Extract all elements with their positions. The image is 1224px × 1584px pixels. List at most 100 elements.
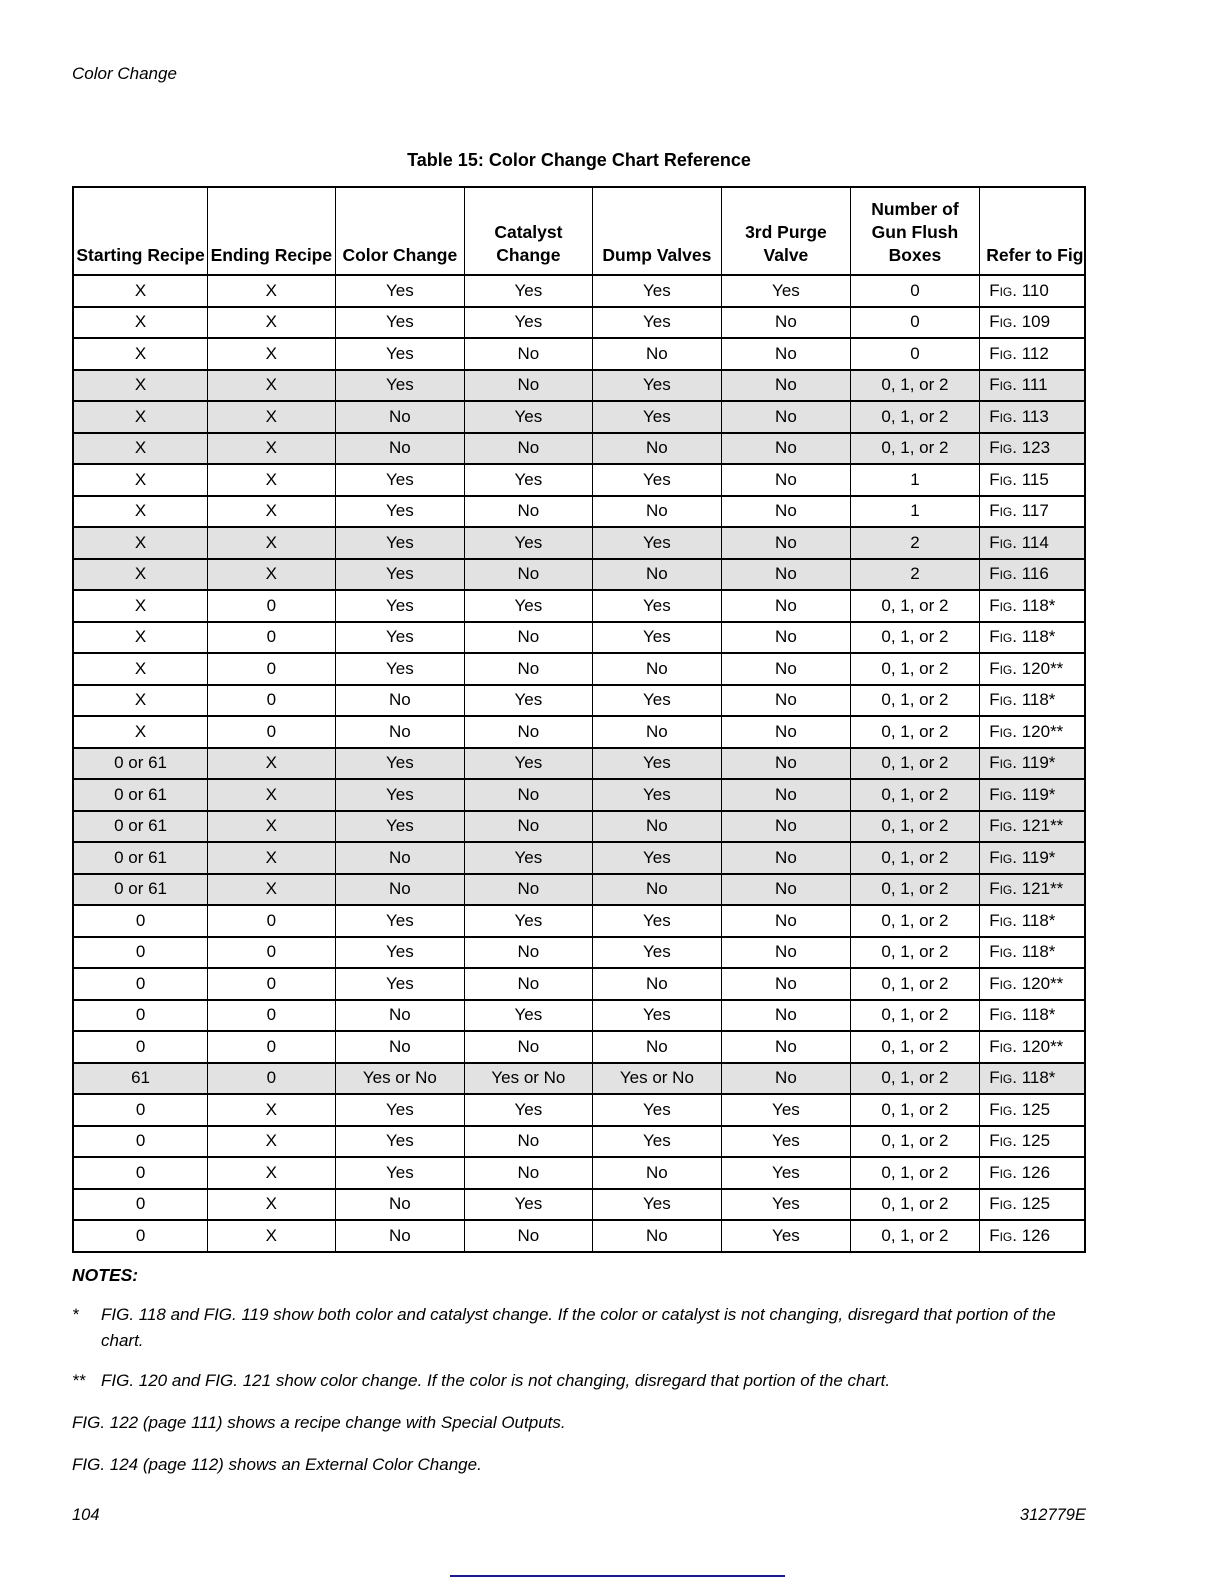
table-cell: 0, 1, or 2 (849, 967, 981, 1001)
table-cell: 0 (849, 337, 981, 371)
table-cell: Yes (334, 305, 466, 339)
table-row: 0 X Yes No Yes Yes 0, 1, or 2 Fig. 125 (72, 1124, 1086, 1158)
table-cell: X (207, 557, 336, 591)
table-cell: Yes (334, 557, 466, 591)
table-cell: Yes (464, 589, 593, 623)
table-cell: 0, 1, or 2 (849, 841, 981, 875)
table-cell: Yes (591, 998, 723, 1032)
table-cell: 0 (72, 1093, 209, 1127)
table-cell: No (721, 967, 851, 1001)
table-cell: 61 (72, 1061, 209, 1095)
page-number: 104 (72, 1506, 100, 1524)
table-cell: 0, 1, or 2 (849, 998, 981, 1032)
table-cell: No (464, 652, 593, 686)
table-cell: X (207, 1219, 336, 1253)
table-cell: 0 (207, 1061, 336, 1095)
table-cell: No (721, 809, 851, 843)
table-cell: No (721, 998, 851, 1032)
table-cell: Yes (334, 1156, 466, 1190)
table-cell: No (591, 337, 723, 371)
fig-reference-cell: Fig. 115 (979, 463, 1086, 497)
table-cell: 0 (207, 652, 336, 686)
table-cell: No (591, 967, 723, 1001)
table-cell: X (72, 526, 209, 560)
table-cell: 0, 1, or 2 (849, 1156, 981, 1190)
footnote-marker: ** (72, 1371, 86, 1390)
table-cell: X (72, 431, 209, 465)
table-cell: 0 (72, 904, 209, 938)
column-header-refer-to-fig: Refer to Fig. (979, 186, 1086, 276)
table-row: 61 0 Yes or No Yes or No Yes or No No 0, 1, or… (72, 1061, 1086, 1095)
table-cell: Yes (334, 589, 466, 623)
table-cell: Yes (334, 337, 466, 371)
table-cell: Yes (334, 1093, 466, 1127)
table-cell: No (334, 715, 466, 749)
fig-reference-cell: Fig. 125 (979, 1093, 1086, 1127)
table-cell: Yes (591, 305, 723, 339)
fig-reference-cell: Fig. 119* (979, 841, 1086, 875)
table-cell: Yes or No (591, 1061, 723, 1095)
column-header-dump-valves: Dump Valves (591, 186, 723, 276)
table-cell: Yes (721, 1187, 851, 1221)
table-cell: Yes (591, 400, 723, 434)
table-cell: No (334, 1030, 466, 1064)
table-row: X 0 No Yes Yes No 0, 1, or 2 Fig. 118* (72, 683, 1086, 717)
fig-reference-cell: Fig. 120** (979, 1030, 1086, 1064)
table-cell: Yes (591, 368, 723, 402)
table-cell: Yes (721, 274, 851, 308)
fig-reference-cell: Fig. 119* (979, 778, 1086, 812)
fig-reference-cell: Fig. 112 (979, 337, 1086, 371)
table-cell: Yes (334, 368, 466, 402)
table-cell: Yes (334, 463, 466, 497)
fig-reference-cell: Fig. 118* (979, 904, 1086, 938)
table-row: 0 X No No No Yes 0, 1, or 2 Fig. 126 (72, 1219, 1086, 1253)
table-cell: No (721, 872, 851, 906)
table-row: X X No Yes Yes No 0, 1, or 2 Fig. 113 (72, 400, 1086, 434)
table-cell: Yes (591, 463, 723, 497)
table-cell: 0, 1, or 2 (849, 746, 981, 780)
notes-heading: NOTES: (72, 1265, 139, 1285)
table-cell: No (591, 652, 723, 686)
table-cell: No (591, 809, 723, 843)
table-row: X 0 Yes No Yes No 0, 1, or 2 Fig. 118* (72, 620, 1086, 654)
table-cell: No (334, 400, 466, 434)
column-header-3rd-purge-valve: 3rd Purge Valve (721, 186, 851, 276)
table-cell: 0, 1, or 2 (849, 620, 981, 654)
table-cell: X (207, 1187, 336, 1221)
table-cell: X (207, 463, 336, 497)
table-cell: Yes (591, 526, 723, 560)
fig-reference-cell: Fig. 117 (979, 494, 1086, 528)
table-cell: Yes (591, 274, 723, 308)
table-cell: X (207, 778, 336, 812)
table-cell: X (207, 274, 336, 308)
footnote-text: FIG. 120 and FIG. 121 show color change.… (101, 1371, 891, 1390)
table-cell: No (721, 652, 851, 686)
table-cell: Yes (464, 904, 593, 938)
table-cell: X (207, 872, 336, 906)
table-cell: No (591, 1156, 723, 1190)
table-cell: 0, 1, or 2 (849, 809, 981, 843)
table-cell: Yes (464, 998, 593, 1032)
table-cell: Yes (591, 620, 723, 654)
table-cell: 0, 1, or 2 (849, 1030, 981, 1064)
note-fig-122: FIG. 122 (page 111) shows a recipe chang… (72, 1413, 566, 1432)
table-cell: 0, 1, or 2 (849, 1093, 981, 1127)
fig-reference-cell: Fig. 126 (979, 1219, 1086, 1253)
table-cell: X (207, 431, 336, 465)
table-cell: Yes (721, 1124, 851, 1158)
table-cell: Yes (464, 841, 593, 875)
table-cell: No (721, 683, 851, 717)
table-cell: X (207, 526, 336, 560)
table-cell: 0, 1, or 2 (849, 368, 981, 402)
table-row: X X Yes Yes Yes No 2 Fig. 114 (72, 526, 1086, 560)
column-header-gun-flush-boxes: Number of Gun Flush Boxes (849, 186, 981, 276)
table-cell: 0 (207, 935, 336, 969)
table-cell: 0, 1, or 2 (849, 589, 981, 623)
table-cell: Yes (464, 746, 593, 780)
table-row: X X Yes Yes Yes No 0 Fig. 109 (72, 305, 1086, 339)
table-cell: No (721, 904, 851, 938)
table-cell: Yes (334, 746, 466, 780)
table-cell: 2 (849, 557, 981, 591)
table-cell: Yes (334, 494, 466, 528)
